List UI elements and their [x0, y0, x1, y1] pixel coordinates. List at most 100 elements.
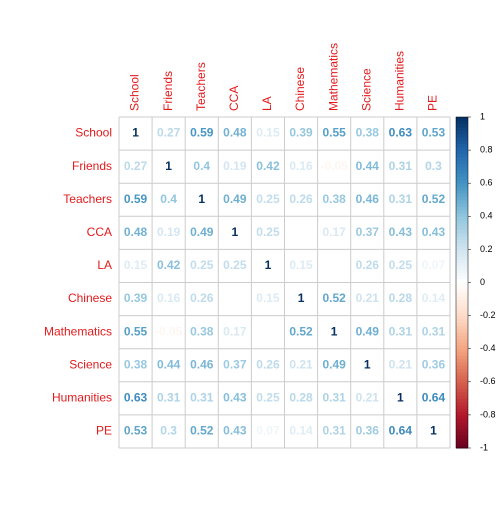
colorbar-segment [456, 312, 468, 317]
colorbar-segment [456, 156, 468, 161]
colorbar-segment [456, 404, 468, 409]
cell-value: 0.53 [124, 424, 148, 438]
colorbar-segment [456, 391, 468, 396]
cell-value: 0.31 [322, 424, 346, 438]
cell-value: 0.52 [289, 324, 313, 338]
cell-value: 0.31 [322, 391, 346, 405]
colorbar-tick-label: -1 [480, 442, 488, 452]
cell-value: 0.14 [422, 291, 446, 305]
row-label: Chinese [68, 291, 112, 305]
cell-value: 0.43 [223, 391, 247, 405]
colorbar-segment [456, 256, 468, 260]
cell-value: 0.52 [422, 192, 446, 206]
cell-value: 0.44 [356, 159, 380, 173]
colorbar-segment [456, 209, 468, 214]
colorbar-segment [456, 229, 468, 234]
colorbar-segment [456, 368, 468, 373]
cell-value: 0.43 [389, 225, 413, 239]
colorbar-segment [456, 302, 468, 307]
cell-value: 0.26 [289, 192, 313, 206]
cell-value: 0.49 [322, 357, 346, 371]
colorbar-segment [456, 401, 468, 406]
cell-value: 0.26 [190, 291, 214, 305]
colorbar-segment [456, 196, 468, 201]
colorbar-segment [456, 395, 468, 399]
colorbar-segment [456, 322, 468, 327]
colorbar-segment [456, 160, 468, 164]
cell-value: 0.48 [124, 225, 148, 239]
colorbar-segment [456, 203, 468, 207]
column-label: CCA [227, 86, 241, 111]
colorbar-segment [456, 328, 468, 333]
row-label: Friends [72, 159, 112, 173]
cell-value: 0.26 [256, 357, 280, 371]
cell-value: 0.4 [193, 159, 210, 173]
cell-value: 0.37 [356, 225, 380, 239]
cell-value: 1 [430, 424, 437, 438]
column-label: Science [359, 68, 373, 111]
colorbar-segment [456, 186, 468, 191]
cell-value: 0.21 [356, 391, 380, 405]
cell-value: 0.21 [389, 357, 413, 371]
cell-value: 0.31 [157, 391, 181, 405]
column-label: School [128, 74, 142, 111]
colorbar-tick-label: -0.4 [480, 343, 496, 353]
cell-value: 0.42 [157, 258, 181, 272]
cell-value: 0.43 [422, 225, 446, 239]
colorbar-segment [456, 371, 468, 376]
colorbar-segment [456, 249, 468, 254]
colorbar-tick-label: 0 [480, 277, 485, 287]
colorbar-segment [456, 431, 468, 436]
cell-value: 1 [331, 324, 338, 338]
cell-value: 0.25 [256, 391, 280, 405]
column-label: Friends [161, 71, 175, 111]
cell-value: 0.46 [356, 192, 380, 206]
colorbar-segment [456, 295, 468, 300]
colorbar-segment [456, 355, 468, 360]
colorbar-segment [456, 308, 468, 313]
colorbar-segment [456, 388, 468, 393]
cell-value: 0.31 [389, 192, 413, 206]
cell-value: 0.31 [389, 324, 413, 338]
column-label: Teachers [194, 62, 208, 111]
cell-value: 0.07 [256, 424, 280, 438]
cell-value: 0.07 [422, 258, 446, 272]
cell-value: 0.55 [124, 324, 148, 338]
colorbar-segment [456, 239, 468, 244]
cell-value: 0.25 [190, 258, 214, 272]
colorbar-segment [456, 335, 468, 340]
colorbar-segment [456, 265, 468, 270]
cell-value: 1 [265, 258, 272, 272]
colorbar-segment [456, 424, 468, 429]
colorbar-segment [456, 216, 468, 221]
colorbar-segment [456, 378, 468, 383]
colorbar-segment [456, 352, 468, 356]
cell-value: 0.52 [322, 291, 346, 305]
colorbar-segment [456, 163, 468, 168]
cell-value: 0.31 [190, 391, 214, 405]
colorbar-segment [456, 348, 468, 353]
cell-value: 0.49 [190, 225, 214, 239]
column-label: PE [426, 95, 440, 111]
colorbar-segment [456, 318, 468, 323]
cell-value: 0.28 [389, 291, 413, 305]
colorbar-segment [456, 285, 468, 290]
colorbar-segment [456, 120, 468, 125]
colorbar-segment [456, 408, 468, 413]
row-label: Humanities [52, 391, 112, 405]
colorbar-segment [456, 242, 468, 247]
cell-value: 0.28 [289, 391, 313, 405]
colorbar-segment [456, 133, 468, 138]
colorbar-tick-label: 0.2 [480, 244, 493, 254]
colorbar-segment [456, 441, 468, 446]
cell-value: 0.38 [322, 192, 346, 206]
colorbar-segment [456, 428, 468, 432]
cell-value: 0.52 [190, 424, 214, 438]
colorbar-segment [456, 398, 468, 403]
row-label: LA [97, 258, 112, 272]
cell-value: 0.63 [124, 391, 148, 405]
cell-value: 0.46 [190, 357, 214, 371]
colorbar-segment [456, 361, 468, 366]
colorbar-segment [456, 262, 468, 267]
